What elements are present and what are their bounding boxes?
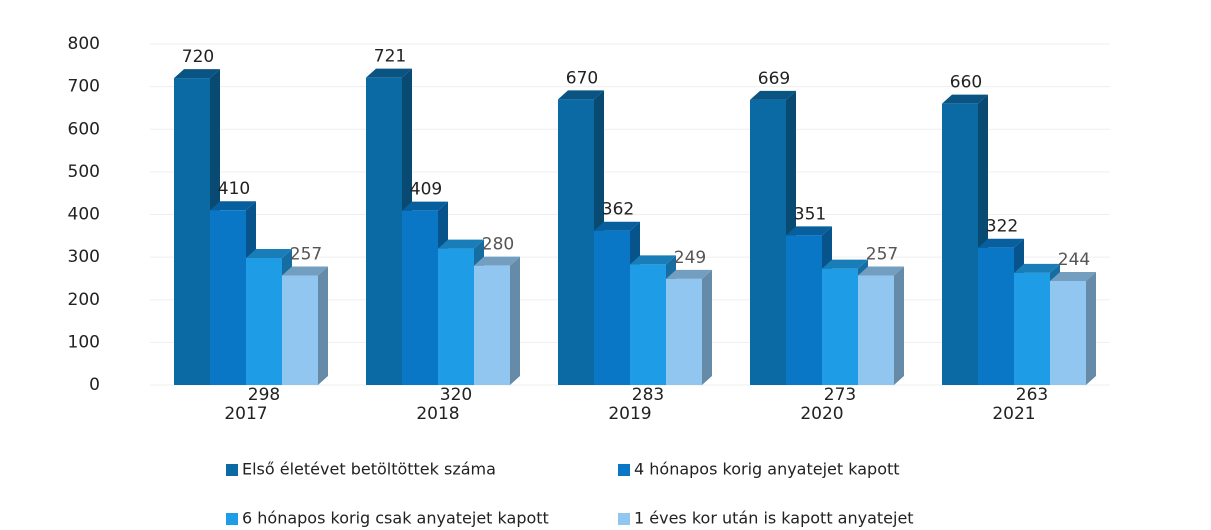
bar-top xyxy=(174,69,220,79)
bar-front xyxy=(402,210,438,385)
data-label: 409 xyxy=(410,180,442,200)
bar-top xyxy=(630,255,676,265)
bar-front xyxy=(666,278,702,385)
bar-front xyxy=(858,275,894,385)
bar xyxy=(1050,271,1096,385)
data-label: 669 xyxy=(758,69,790,89)
bar-front xyxy=(1050,280,1086,385)
bar-top xyxy=(978,238,1024,248)
bar xyxy=(366,68,412,385)
y-tick-label: 300 xyxy=(68,247,100,267)
bar-front xyxy=(282,275,318,385)
bar-top xyxy=(786,226,832,236)
data-label: 410 xyxy=(218,179,250,199)
data-label: 263 xyxy=(1016,385,1048,405)
x-tick-label: 2021 xyxy=(992,404,1035,424)
bar-front xyxy=(474,265,510,385)
bar-front xyxy=(594,230,630,385)
data-label: 257 xyxy=(866,244,898,264)
bar-front xyxy=(750,99,786,386)
y-tick-label: 100 xyxy=(68,332,100,352)
bar-front xyxy=(822,268,858,385)
bar-top xyxy=(366,68,412,78)
bar-side xyxy=(702,269,712,385)
data-label: 244 xyxy=(1058,250,1090,270)
bar-front xyxy=(978,247,1014,385)
y-tick-label: 400 xyxy=(68,205,100,225)
bar-top xyxy=(594,221,640,231)
x-tick-label: 2017 xyxy=(224,404,267,424)
bar-front xyxy=(558,99,594,385)
bar-side xyxy=(318,266,328,385)
bar-top xyxy=(474,256,520,266)
y-tick-label: 600 xyxy=(68,119,100,139)
bar-front xyxy=(630,264,666,385)
bar-top xyxy=(666,269,712,279)
bar xyxy=(942,94,988,386)
legend-swatch xyxy=(226,464,238,476)
data-label: 257 xyxy=(290,244,322,264)
bar-top xyxy=(438,239,484,249)
legend-label: 4 hónapos korig anyatejet kapott xyxy=(634,460,900,479)
bar xyxy=(282,266,328,385)
legend-swatch xyxy=(618,513,630,525)
legend-label: 1 éves kor után is kapott anyatejet xyxy=(634,509,914,528)
data-label: 283 xyxy=(632,385,664,405)
legend-label: 6 hónapos korig csak anyatejet kapott xyxy=(242,509,549,528)
data-label: 322 xyxy=(986,217,1018,237)
bar-front xyxy=(786,235,822,385)
bar-top xyxy=(858,266,904,276)
legend-swatch xyxy=(618,464,630,476)
bar-front xyxy=(438,248,474,385)
bar-front xyxy=(942,103,978,386)
bar-front xyxy=(246,257,282,385)
bar-side xyxy=(510,256,520,385)
bar-top xyxy=(558,90,604,100)
bar-top xyxy=(210,201,256,211)
x-tick-label: 2018 xyxy=(416,404,459,424)
bar-side xyxy=(1086,271,1096,385)
bar-top xyxy=(942,94,988,104)
bar-side xyxy=(894,266,904,385)
data-label: 670 xyxy=(566,68,598,88)
bar-top xyxy=(402,201,448,211)
bar xyxy=(666,269,712,385)
x-tick-label: 2019 xyxy=(608,404,651,424)
bar xyxy=(786,226,832,385)
bar-front xyxy=(210,210,246,385)
y-tick-label: 800 xyxy=(68,34,100,54)
data-label: 351 xyxy=(794,204,826,224)
data-label: 721 xyxy=(374,47,406,67)
bar-top xyxy=(1050,271,1096,281)
bar xyxy=(858,266,904,385)
bar-front xyxy=(1014,272,1050,385)
legend-label: Első életévet betöltöttek száma xyxy=(242,460,496,479)
bar-front xyxy=(174,78,210,385)
data-label: 320 xyxy=(440,385,472,405)
bar-top xyxy=(282,266,328,276)
data-label: 720 xyxy=(182,47,214,67)
data-label: 273 xyxy=(824,385,856,405)
y-tick-label: 700 xyxy=(68,77,100,97)
data-label: 298 xyxy=(248,385,280,405)
x-tick-label: 2020 xyxy=(800,404,843,424)
bar-top xyxy=(822,259,868,269)
bar-front xyxy=(366,77,402,385)
y-tick-label: 500 xyxy=(68,162,100,182)
y-tick-label: 0 xyxy=(89,375,100,395)
bar-top xyxy=(1014,263,1060,273)
data-label: 280 xyxy=(482,235,514,255)
legend-swatch xyxy=(226,513,238,525)
bar xyxy=(474,256,520,385)
bar-top xyxy=(246,248,292,258)
data-label: 660 xyxy=(950,73,982,93)
bar-top xyxy=(750,90,796,100)
y-tick-label: 200 xyxy=(68,290,100,310)
data-label: 362 xyxy=(602,200,634,220)
data-label: 249 xyxy=(674,248,706,268)
